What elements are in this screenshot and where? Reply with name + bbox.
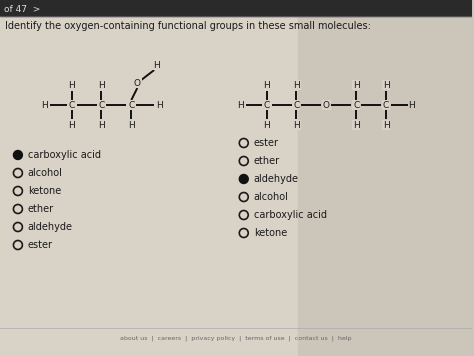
Circle shape <box>239 174 248 183</box>
Text: H: H <box>383 80 390 89</box>
Text: C: C <box>293 100 300 110</box>
Text: H: H <box>156 100 163 110</box>
Text: H: H <box>353 120 360 130</box>
Text: alcohol: alcohol <box>254 192 289 202</box>
Text: aldehyde: aldehyde <box>28 222 73 232</box>
Text: alcohol: alcohol <box>28 168 63 178</box>
Text: C: C <box>353 100 359 110</box>
Text: H: H <box>383 120 390 130</box>
Text: ketone: ketone <box>28 186 61 196</box>
Text: H: H <box>68 80 75 89</box>
Text: H: H <box>409 100 415 110</box>
Text: O: O <box>323 100 330 110</box>
Text: H: H <box>353 80 360 89</box>
Bar <box>0 0 299 356</box>
Text: H: H <box>293 80 300 89</box>
Text: H: H <box>128 120 135 130</box>
Text: H: H <box>68 120 75 130</box>
Text: C: C <box>69 100 75 110</box>
Text: O: O <box>134 79 141 88</box>
Text: carboxylic acid: carboxylic acid <box>254 210 327 220</box>
Text: H: H <box>153 61 160 69</box>
Text: H: H <box>263 120 270 130</box>
Text: H: H <box>237 100 244 110</box>
Text: H: H <box>98 120 105 130</box>
Text: about us  |  careers  |  privacy policy  |  terms of use  |  contact us  |  help: about us | careers | privacy policy | te… <box>120 335 352 341</box>
Bar <box>0 0 472 16</box>
Text: ketone: ketone <box>254 228 287 238</box>
Bar <box>299 0 472 356</box>
Text: H: H <box>293 120 300 130</box>
Text: C: C <box>128 100 135 110</box>
Text: H: H <box>98 80 105 89</box>
Text: H: H <box>263 80 270 89</box>
Text: ester: ester <box>28 240 53 250</box>
Text: C: C <box>383 100 389 110</box>
Text: of 47  >: of 47 > <box>4 5 40 14</box>
Text: C: C <box>99 100 105 110</box>
Text: H: H <box>41 100 48 110</box>
Circle shape <box>13 151 22 159</box>
Text: carboxylic acid: carboxylic acid <box>28 150 101 160</box>
Text: ester: ester <box>254 138 279 148</box>
Text: aldehyde: aldehyde <box>254 174 299 184</box>
Text: ether: ether <box>254 156 280 166</box>
Text: C: C <box>264 100 270 110</box>
Text: Identify the oxygen-containing functional groups in these small molecules:: Identify the oxygen-containing functiona… <box>5 21 371 31</box>
Text: ether: ether <box>28 204 54 214</box>
